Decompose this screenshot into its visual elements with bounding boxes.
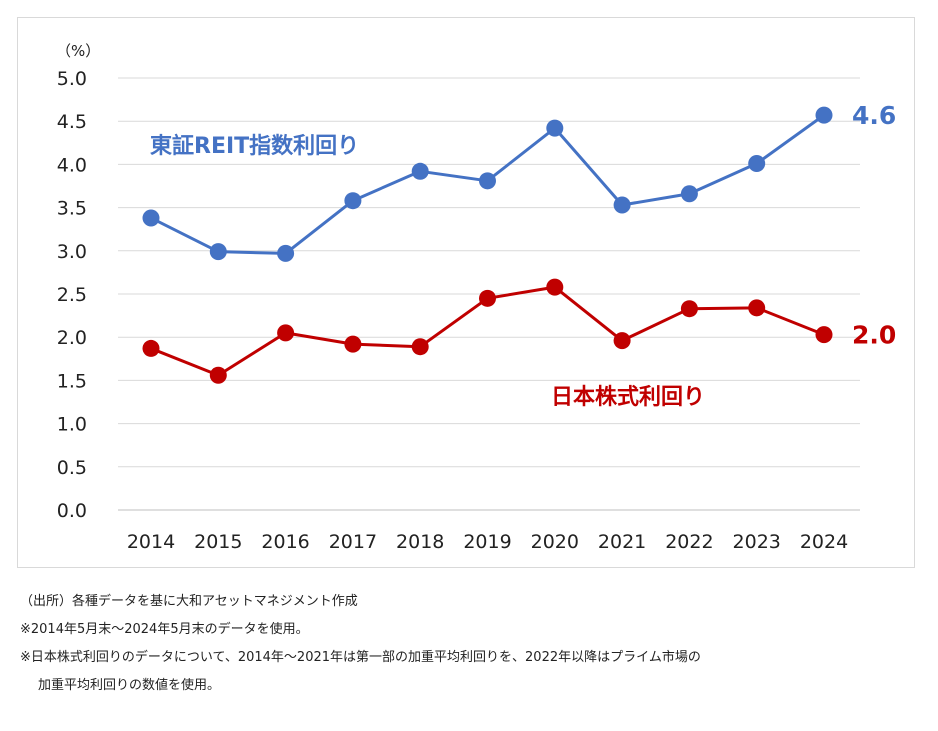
stock-data-point	[344, 335, 362, 353]
x-tick-label: 2018	[396, 531, 444, 553]
y-tick-label: 0.0	[57, 500, 87, 522]
y-tick-label: 1.0	[57, 414, 87, 436]
y-axis-unit-label: （%）	[56, 42, 100, 60]
x-tick-label: 2014	[127, 531, 175, 553]
stock-data-point	[748, 299, 766, 317]
stock-data-point	[546, 278, 564, 296]
x-tick-label: 2019	[463, 531, 511, 553]
stock-data-point	[411, 338, 429, 356]
reit-data-point	[680, 185, 698, 203]
period-note: ※2014年5月末～2024年5月末のデータを使用。	[20, 622, 309, 637]
stock-end-label: 2.0	[852, 321, 896, 350]
y-tick-label: 3.0	[57, 241, 87, 263]
y-tick-label: 3.5	[57, 198, 87, 220]
x-tick-label: 2022	[665, 531, 713, 553]
y-tick-label: 1.5	[57, 370, 87, 392]
stock-yield-note-line1: ※日本株式利回りのデータについて、2014年～2021年は第一部の加重平均利回り…	[20, 650, 701, 665]
x-tick-label: 2017	[329, 531, 377, 553]
reit-data-point	[815, 106, 833, 124]
reit-end-label: 4.6	[852, 101, 896, 130]
reit-data-point	[613, 196, 631, 214]
y-tick-label: 5.0	[57, 68, 87, 90]
x-tick-label: 2020	[531, 531, 579, 553]
notes: （出所）各種データを基に大和アセットマネジメント作成 ※2014年5月末～202…	[20, 588, 920, 700]
reit-data-point	[142, 209, 160, 227]
stock-data-point	[613, 332, 631, 350]
x-tick-label: 2016	[261, 531, 309, 553]
y-tick-label: 0.5	[57, 457, 87, 479]
x-tick-label: 2023	[733, 531, 781, 553]
stock-series-label: 日本株式利回り	[551, 385, 705, 410]
reit-data-point	[479, 172, 496, 190]
reit-data-point	[209, 243, 227, 261]
chart-frame: （%） 0.0 0.5 1.0 1.5 2.0 2.5 3.0 3.5 4.0 4.5 5.0 2014…	[17, 17, 915, 568]
stock-data-point	[209, 366, 227, 384]
y-tick-label: 4.5	[57, 111, 87, 133]
y-tick-label: 2.0	[57, 327, 87, 349]
reit-data-point	[277, 244, 295, 262]
stock-yield-note-line2: 加重平均利回りの数値を使用。	[38, 678, 221, 693]
reit-data-point	[344, 192, 362, 210]
reit-series-label: 東証REIT指数利回り	[150, 133, 359, 159]
reit-data-point	[748, 155, 766, 173]
stock-data-point	[680, 300, 698, 318]
stock-data-point	[815, 326, 833, 344]
stock-data-point	[479, 289, 496, 307]
reit-data-point	[546, 119, 564, 137]
x-tick-label: 2015	[194, 531, 242, 553]
x-tick-label: 2024	[800, 531, 848, 553]
source-note: （出所）各種データを基に大和アセットマネジメント作成	[20, 594, 358, 609]
y-tick-label: 4.0	[57, 154, 87, 176]
stock-data-point	[142, 339, 160, 357]
stock-data-point	[277, 324, 295, 342]
y-tick-label: 2.5	[57, 284, 87, 306]
line-chart: （%） 0.0 0.5 1.0 1.5 2.0 2.5 3.0 3.5 4.0 4.5 5.0 2014…	[56, 42, 896, 553]
reit-data-point	[411, 162, 429, 180]
x-tick-label: 2021	[598, 531, 646, 553]
